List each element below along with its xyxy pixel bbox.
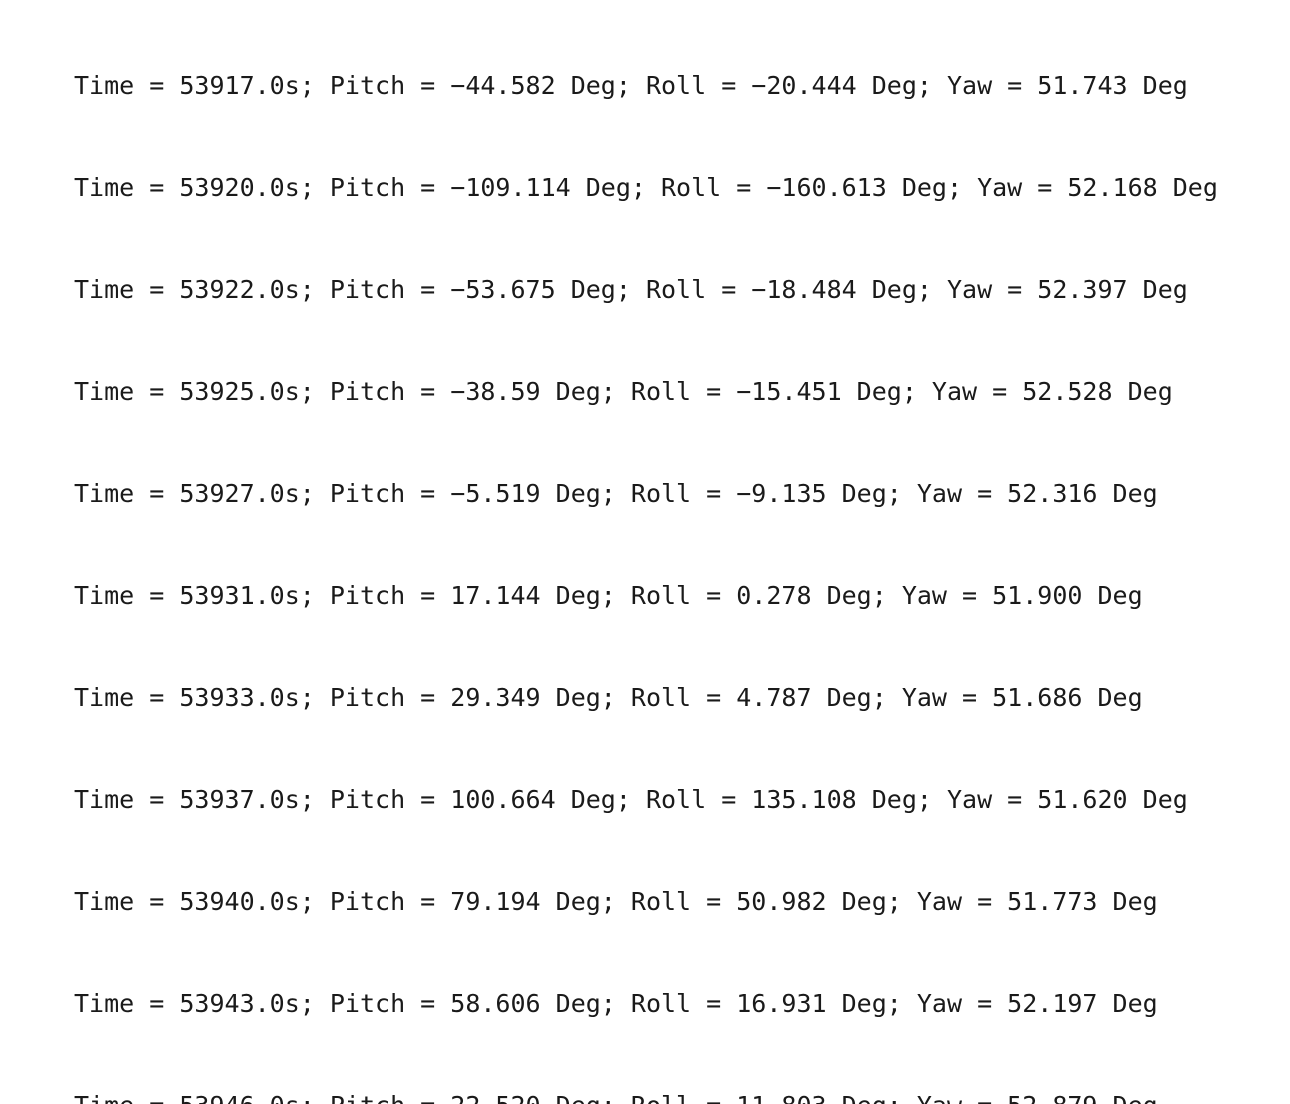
log-line: Time = 53933.0s; Pitch = 29.349 Deg; Rol… <box>74 683 1143 712</box>
log-line: Time = 53943.0s; Pitch = 58.606 Deg; Rol… <box>74 989 1158 1018</box>
log-line: Time = 53940.0s; Pitch = 79.194 Deg; Rol… <box>74 887 1158 916</box>
log-output: Time = 53917.0s; Pitch = −44.582 Deg; Ro… <box>74 1 1218 1104</box>
log-line: Time = 53937.0s; Pitch = 100.664 Deg; Ro… <box>74 785 1188 814</box>
log-line: Time = 53920.0s; Pitch = −109.114 Deg; R… <box>74 173 1218 202</box>
log-line: Time = 53922.0s; Pitch = −53.675 Deg; Ro… <box>74 275 1188 304</box>
log-line: Time = 53946.0s; Pitch = 22.520 Deg; Rol… <box>74 1089 1218 1104</box>
log-line: Time = 53917.0s; Pitch = −44.582 Deg; Ro… <box>74 71 1188 100</box>
log-line: Time = 53925.0s; Pitch = −38.59 Deg; Rol… <box>74 377 1173 406</box>
log-line: Time = 53927.0s; Pitch = −5.519 Deg; Rol… <box>74 479 1158 508</box>
log-line: Time = 53931.0s; Pitch = 17.144 Deg; Rol… <box>74 581 1143 610</box>
